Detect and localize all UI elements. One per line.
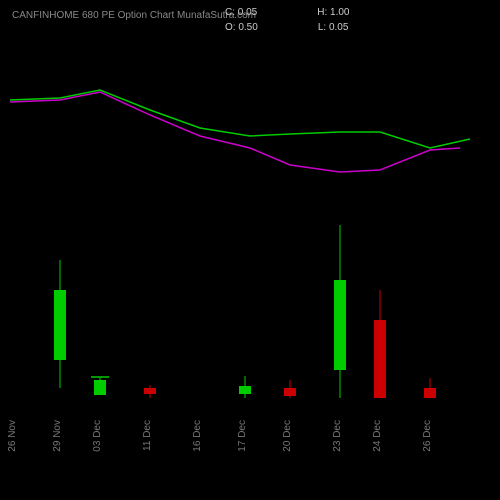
line-magenta — [10, 92, 460, 172]
x-axis-label: 16 Dec — [192, 420, 203, 452]
candle-body — [284, 388, 296, 396]
candle-body — [334, 280, 346, 370]
x-axis-label: 26 Nov — [7, 420, 18, 452]
candle-body — [239, 386, 251, 394]
x-axis-label: 20 Dec — [282, 420, 293, 452]
line-green — [10, 90, 470, 148]
x-axis-label: 03 Dec — [92, 420, 103, 452]
chart-container: CANFINHOME 680 PE Option Chart MunafaSut… — [0, 0, 500, 500]
chart-svg: 26 Nov 29 Nov 03 Dec 11 Dec 16 Dec 17 Dec 20 D… — [0, 0, 500, 500]
x-axis-label: 11 Dec — [142, 420, 153, 451]
candle-body — [374, 320, 386, 398]
candle-body — [144, 388, 156, 394]
x-axis-label: 23 Dec — [332, 420, 343, 452]
candle-body — [54, 290, 66, 360]
x-axis-label: 17 Dec — [237, 420, 248, 452]
candle-body — [424, 388, 436, 398]
x-axis-label: 29 Nov — [52, 420, 63, 452]
x-axis-label: 26 Dec — [422, 420, 433, 452]
x-axis-label: 24 Dec — [372, 420, 383, 452]
candle-body — [94, 380, 106, 395]
